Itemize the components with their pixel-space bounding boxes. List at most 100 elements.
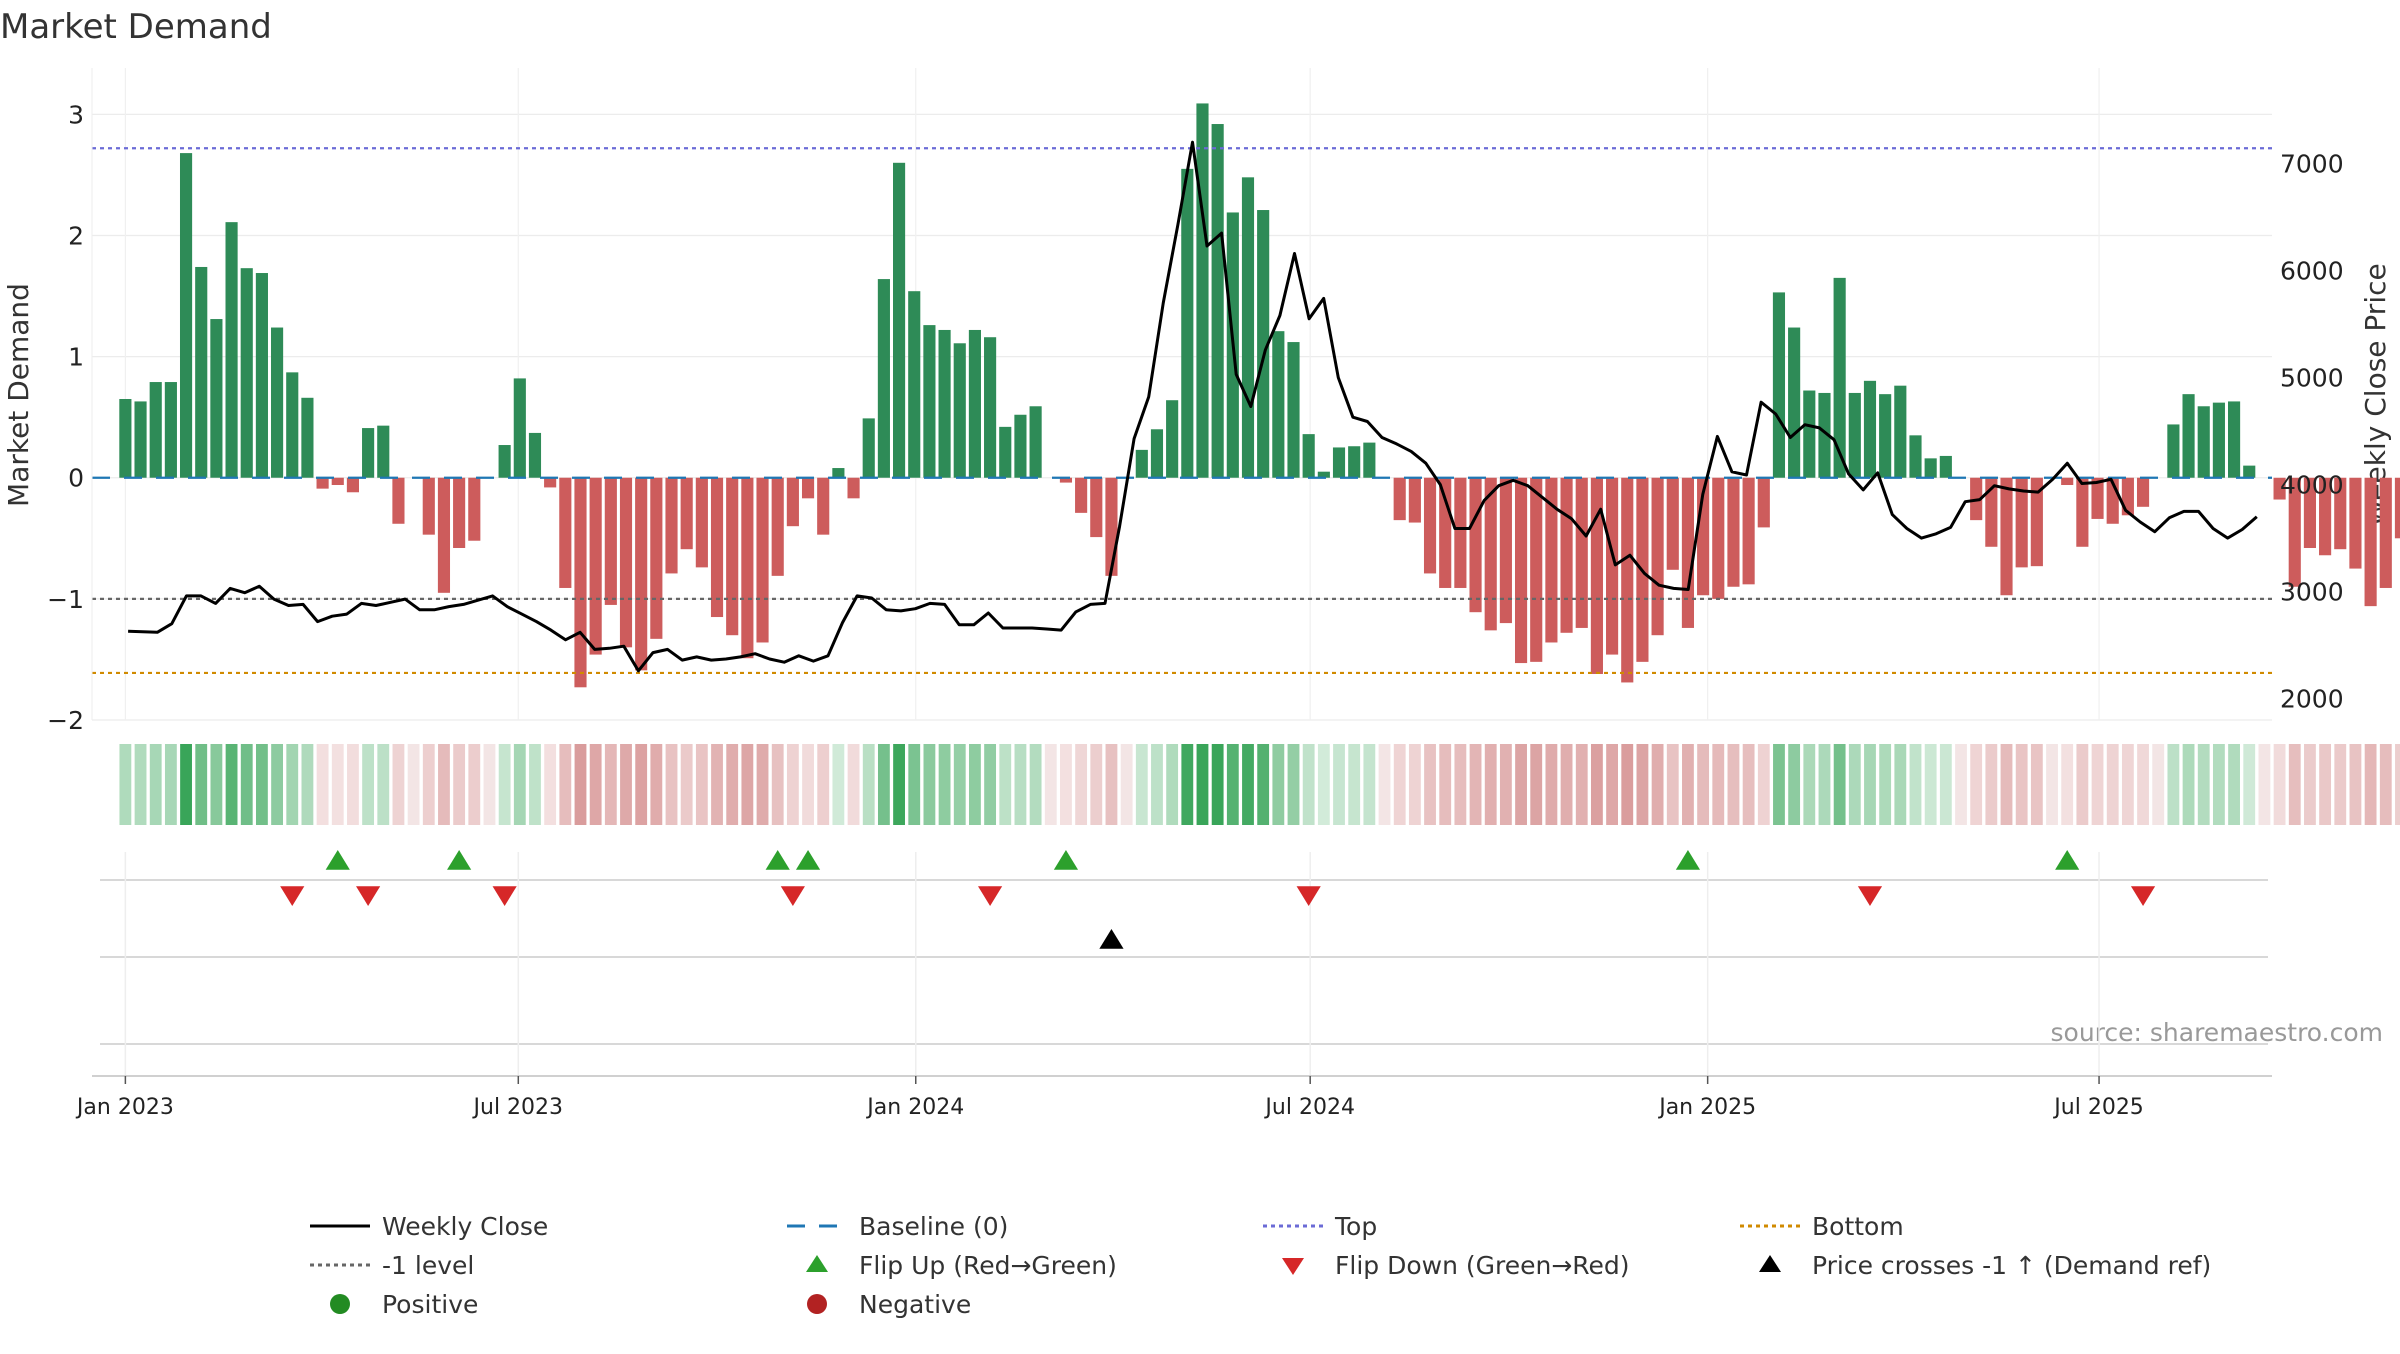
x-tick-label: Jul 2025 [2052, 1095, 2144, 1120]
heat-cell [271, 744, 283, 825]
negative-bar [2000, 477, 2013, 596]
heat-cell [1818, 744, 1831, 825]
heat-cell [847, 744, 860, 825]
heat-cell [1439, 744, 1452, 825]
heat-cell [1864, 744, 1876, 825]
heat-cell [1682, 744, 1694, 825]
positive-bar [1863, 380, 1877, 478]
positive-bar [1029, 406, 1042, 478]
negative-bar [1075, 477, 1088, 513]
heat-cell [422, 744, 435, 825]
negative-bar [1499, 477, 1512, 624]
heat-cell [529, 744, 541, 825]
heat-cell [1955, 744, 1967, 825]
negative-bar [1621, 477, 1634, 683]
positive-bar [255, 273, 268, 478]
negative-bar [1393, 477, 1406, 521]
positive-bar [377, 425, 390, 478]
legend-label: -1 level [382, 1251, 474, 1280]
positive-bar [362, 428, 375, 478]
weekly-close-line [128, 140, 2258, 673]
positive-bar [528, 432, 542, 478]
positive-bar [862, 418, 875, 478]
negative-bar [1545, 477, 1558, 643]
positive-bar [938, 329, 951, 478]
heat-cell [1272, 744, 1285, 825]
positive-bar [301, 397, 314, 478]
heat-cell [589, 744, 602, 825]
flip-down-marker [780, 886, 805, 906]
flip-up-marker [795, 850, 821, 870]
heat-cell [1424, 744, 1436, 825]
heat-cell [1363, 744, 1376, 825]
heat-cell [786, 744, 799, 825]
heat-cell [1211, 744, 1224, 825]
positive-bar [1287, 342, 1300, 478]
heat-cell [1879, 744, 1892, 825]
positive-bar [240, 268, 253, 478]
heat-cell [2243, 744, 2256, 825]
heat-cell [1788, 744, 1801, 825]
heat-cell [2273, 744, 2286, 825]
heat-cell [2288, 744, 2301, 825]
positive-bar [1848, 392, 1861, 478]
positive-bar [1241, 177, 1255, 478]
heat-cell [1166, 744, 1179, 825]
heat-cell [1060, 744, 1072, 825]
heat-cell [2349, 744, 2362, 825]
positive-bar [1803, 390, 1816, 478]
heat-cell [2000, 744, 2013, 825]
heat-cell [680, 744, 693, 825]
negative-bar [786, 477, 799, 527]
negative-bar [1090, 477, 1103, 538]
positive-bar [1014, 414, 1027, 478]
negative-bar [756, 477, 769, 643]
heat-cell [2228, 744, 2240, 825]
negative-bar [2091, 477, 2104, 519]
negative-bar [619, 477, 633, 648]
positive-bar [271, 327, 284, 478]
negative-bar [1530, 477, 1543, 662]
negative-bar [316, 477, 329, 489]
positive-bar [999, 426, 1012, 478]
heat-cell [1575, 744, 1588, 825]
negative-bar [2288, 477, 2301, 587]
heat-cell [1773, 744, 1785, 825]
heat-cell [1454, 744, 1467, 825]
positive-bar [149, 382, 162, 478]
negative-bar [665, 477, 678, 574]
heat-cell [210, 744, 223, 825]
heat-cell [2076, 744, 2089, 825]
heat-cell [1833, 744, 1846, 825]
heat-cell [726, 744, 739, 825]
x-tick-label: Jan 2025 [1657, 1095, 1756, 1120]
positive-bar [210, 319, 223, 478]
negative-bar [1560, 477, 1573, 633]
positive-bar [1211, 124, 1224, 478]
negative-bar [2121, 477, 2134, 516]
negative-bar [1651, 477, 1664, 636]
heat-cell [453, 744, 466, 825]
legend-swatch-negative [807, 1294, 827, 1314]
positive-bar [286, 372, 299, 478]
flip-up-marker [325, 850, 350, 870]
heat-cell [862, 744, 875, 825]
heat-cell [1530, 744, 1543, 825]
negative-bar [2364, 477, 2377, 607]
heat-cell [953, 744, 966, 825]
heat-cell [711, 744, 723, 825]
heat-cell [1014, 744, 1027, 825]
positive-bar [1772, 292, 1786, 478]
heat-cell [513, 744, 526, 825]
positive-bar [908, 291, 921, 478]
legend-label: Positive [382, 1290, 478, 1319]
negative-bar [589, 477, 602, 655]
heat-cell [2304, 744, 2316, 825]
heat-cell [1484, 744, 1497, 825]
heat-cell [544, 744, 557, 825]
positive-bar [513, 378, 526, 478]
negative-bar [2349, 477, 2362, 569]
heat-cell [2015, 744, 2028, 825]
positive-bar [1181, 168, 1194, 478]
